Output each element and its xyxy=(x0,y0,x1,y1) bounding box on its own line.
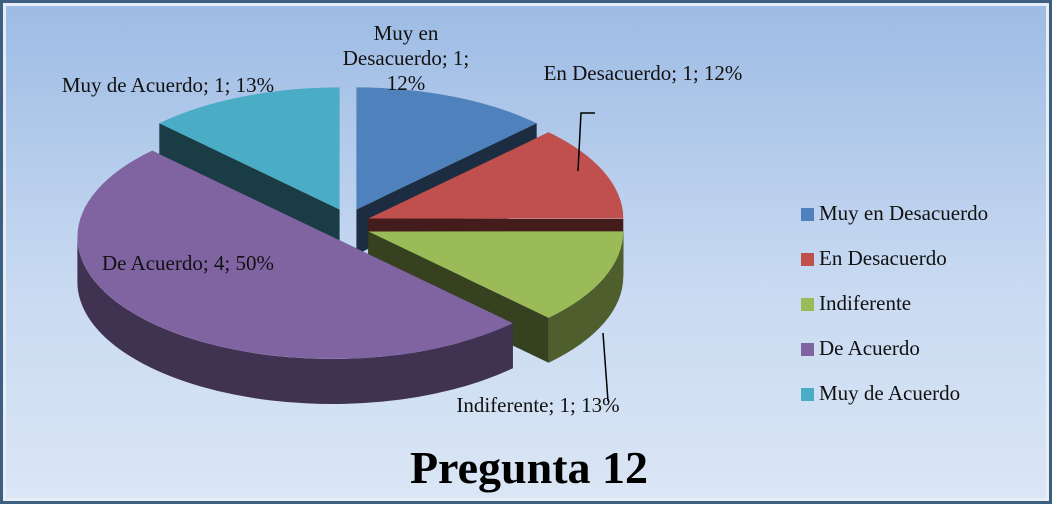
data-label: Muy de Acuerdo; 1; 13% xyxy=(53,73,283,98)
legend-swatch xyxy=(801,253,814,266)
chart-title: Pregunta 12 xyxy=(3,441,1052,494)
legend-swatch xyxy=(801,343,814,356)
legend-swatch xyxy=(801,388,814,401)
data-label: De Acuerdo; 4; 50% xyxy=(93,251,283,276)
leader-line xyxy=(603,333,608,401)
legend-entry: Muy de Acuerdo xyxy=(819,381,960,406)
legend-swatch xyxy=(801,298,814,311)
legend-entry: Indiferente xyxy=(819,291,911,316)
data-label: En Desacuerdo; 1; 12% xyxy=(543,61,743,86)
legend-entry: De Acuerdo xyxy=(819,336,920,361)
legend-swatch xyxy=(801,208,814,221)
data-label: Muy en Desacuerdo; 1; 12% xyxy=(321,21,491,96)
legend-entry: En Desacuerdo xyxy=(819,246,947,271)
legend-entry: Muy en Desacuerdo xyxy=(819,201,988,226)
data-label: Indiferente; 1; 13% xyxy=(453,393,623,418)
